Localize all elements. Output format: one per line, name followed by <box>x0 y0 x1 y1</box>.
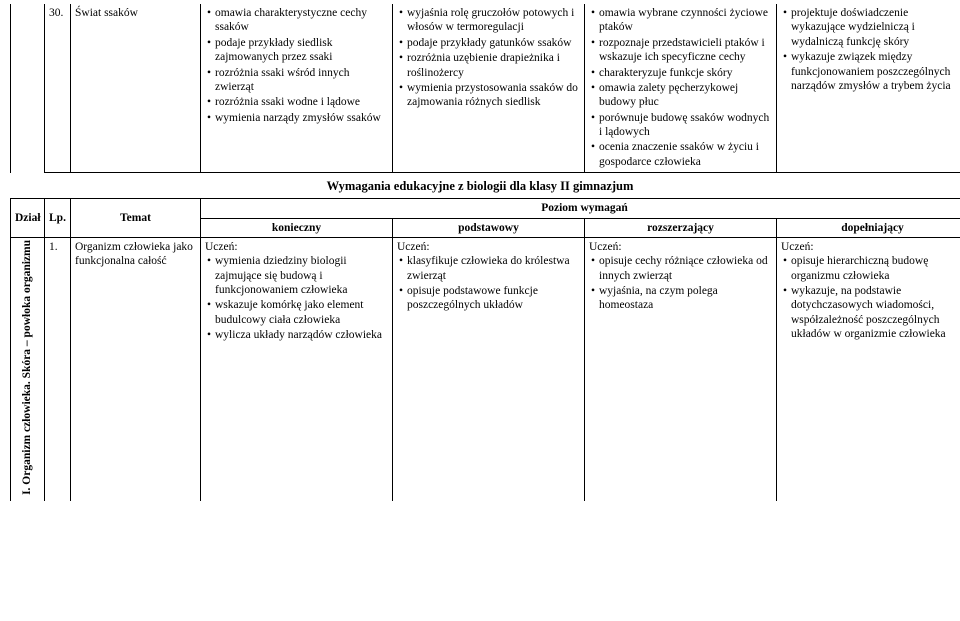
list-item: wskazuje komórkę jako element budulcowy … <box>207 298 388 327</box>
list-item: opisuje cechy różniące człowieka od inny… <box>591 254 772 283</box>
top-topic: Świat ssaków <box>75 7 138 19</box>
list-item: podaje przykłady siedlisk zajmowanych pr… <box>207 36 388 65</box>
dzial-vertical-cell: I. Organizm człowieka. Skóra – powłoka o… <box>11 237 45 501</box>
list-item: omawia wybrane czynności życiowe ptaków <box>591 6 772 35</box>
bottom-table: Dział Lp. Temat Poziom wymagań konieczny… <box>10 198 960 501</box>
list-item: klasyfikuje człowieka do królestwa zwier… <box>399 254 580 283</box>
list-item: omawia charakterystyczne cechy ssaków <box>207 6 388 35</box>
row-rozszerzajacy: Uczeń: opisuje cechy różniące człowieka … <box>585 237 777 501</box>
list-item: porównuje budowę ssaków wodnych i lądowy… <box>591 111 772 140</box>
bullet-list: wymienia dziedziny biologii zajmujące si… <box>205 254 388 342</box>
lead: Uczeń: <box>781 241 814 253</box>
page: 30. Świat ssaków omawia charakterystyczn… <box>0 0 960 621</box>
list-item: omawia zalety pęcherzykowej budowy płuc <box>591 81 772 110</box>
hdr-dzial: Dział <box>11 199 45 238</box>
hdr-rozszerzajacy: rozszerzający <box>585 218 777 237</box>
bullet-list: klasyfikuje człowieka do królestwa zwier… <box>397 254 580 313</box>
row-topic: Organizm człowieka jako funkcjonalna cał… <box>71 237 201 501</box>
top-lp: 30. <box>49 7 63 19</box>
list-item: rozpoznaje przedstawicieli ptaków i wska… <box>591 36 772 65</box>
row-konieczny: Uczeń: wymienia dziedziny biologii zajmu… <box>201 237 393 501</box>
top-topic-cell: Świat ssaków <box>71 4 201 173</box>
hdr-konieczny: konieczny <box>201 218 393 237</box>
list-item: charakteryzuje funkcje skóry <box>591 66 772 80</box>
hdr-temat: Temat <box>71 199 201 238</box>
list-item: opisuje podstawowe funkcje poszczególnyc… <box>399 284 580 313</box>
list-item: rozróżnia ssaki wśród innych zwierząt <box>207 66 388 95</box>
list-item: wylicza układy narządów człowieka <box>207 328 388 342</box>
top-table: 30. Świat ssaków omawia charakterystyczn… <box>10 4 960 173</box>
top-col4: wyjaśnia rolę gruczołów potowych i włosó… <box>393 4 585 173</box>
list-item: rozróżnia uzębienie drapieżnika i roślin… <box>399 51 580 80</box>
bullet-list: opisuje hierarchiczną budowę organizmu c… <box>781 254 960 341</box>
list-item: wymienia dziedziny biologii zajmujące si… <box>207 254 388 297</box>
list-item: wymienia narządy zmysłów ssaków <box>207 111 388 125</box>
bullet-list: omawia charakterystyczne cechy ssaków po… <box>205 6 388 125</box>
bullet-list: opisuje cechy różniące człowieka od inny… <box>589 254 772 313</box>
list-item: projektuje doświadczenie wykazujące wydz… <box>783 6 960 49</box>
lead: Uczeń: <box>397 241 430 253</box>
list-item: opisuje hierarchiczną budowę organizmu c… <box>783 254 960 283</box>
top-dzial-cell <box>11 4 45 173</box>
list-item: rozróżnia ssaki wodne i lądowe <box>207 95 388 109</box>
hdr-lp: Lp. <box>45 199 71 238</box>
hdr-podstawowy: podstawowy <box>393 218 585 237</box>
list-item: wykazuje, na podstawie dotychczasowych w… <box>783 284 960 342</box>
section-title: Wymagania edukacyjne z biologii dla klas… <box>10 173 950 198</box>
list-item: wyjaśnia rolę gruczołów potowych i włosó… <box>399 6 580 35</box>
top-row: 30. Świat ssaków omawia charakterystyczn… <box>11 4 960 173</box>
header-row-1: Dział Lp. Temat Poziom wymagań <box>11 199 960 218</box>
list-item: wykazuje związek między funkcjonowaniem … <box>783 50 960 93</box>
top-col5: omawia wybrane czynności życiowe ptaków … <box>585 4 777 173</box>
lead: Uczeń: <box>205 241 238 253</box>
bullet-list: wyjaśnia rolę gruczołów potowych i włosó… <box>397 6 580 110</box>
dzial-vertical-text: I. Organizm człowieka. Skóra – powłoka o… <box>21 240 35 495</box>
list-item: wymienia przystosowania ssaków do zajmow… <box>399 81 580 110</box>
top-lp-cell: 30. <box>45 4 71 173</box>
top-col3: omawia charakterystyczne cechy ssaków po… <box>201 4 393 173</box>
bullet-list: omawia wybrane czynności życiowe ptaków … <box>589 6 772 169</box>
hdr-dopelniajacy: dopełniający <box>777 218 960 237</box>
row-lp: 1. <box>45 237 71 501</box>
bullet-list: projektuje doświadczenie wykazujące wydz… <box>781 6 960 93</box>
list-item: podaje przykłady gatunków ssaków <box>399 36 580 50</box>
row-dopelniajacy: Uczeń: opisuje hierarchiczną budowę orga… <box>777 237 960 501</box>
hdr-poziom: Poziom wymagań <box>201 199 960 218</box>
list-item: wyjaśnia, na czym polega homeostaza <box>591 284 772 313</box>
lead: Uczeń: <box>589 241 622 253</box>
list-item: ocenia znaczenie ssaków w życiu i gospod… <box>591 140 772 169</box>
row-podstawowy: Uczeń: klasyfikuje człowieka do królestw… <box>393 237 585 501</box>
top-col6: projektuje doświadczenie wykazujące wydz… <box>777 4 960 173</box>
table-row: I. Organizm człowieka. Skóra – powłoka o… <box>11 237 960 501</box>
